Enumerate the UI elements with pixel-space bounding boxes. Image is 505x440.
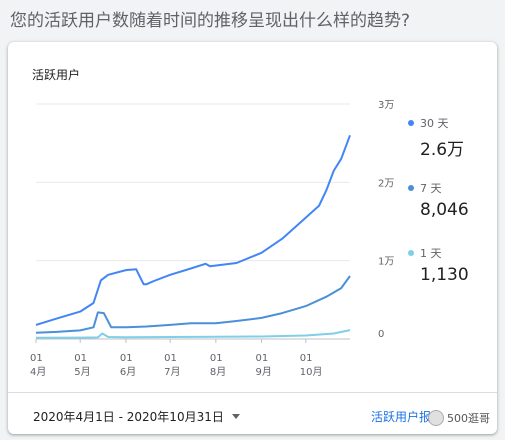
x-tick-month: 10月	[300, 366, 323, 378]
chart-title: 活跃用户	[32, 68, 81, 82]
grid-layer	[36, 103, 350, 340]
legend-item-1d[interactable]: 1 天 1,130	[408, 245, 469, 285]
legend-label-1d: 1 天	[420, 247, 442, 260]
x-tick-day: 01	[300, 353, 313, 364]
series-line-7天	[35, 275, 351, 334]
active-users-chart: 0 1万 2万 3万 01 4月 01 5月 01 6月 01 7月 01 8月 01 9月 01 10月	[30, 100, 394, 378]
legend-label-30d: 30 天	[420, 117, 449, 130]
legend-item-7d[interactable]: 7 天 8,046	[408, 180, 469, 220]
y-tick-label: 1万	[378, 257, 394, 268]
x-tick-day: 01	[210, 353, 223, 364]
x-tick-day: 01	[256, 353, 269, 364]
active-users-report-link[interactable]: 活跃用户报告	[371, 410, 444, 424]
date-range-label: 2020年4月1日 - 2020年10月31日	[33, 410, 224, 424]
legend-dot-7d	[408, 185, 414, 191]
x-tick-day: 01	[74, 353, 87, 364]
series-line-1天	[35, 329, 351, 339]
y-tick-label: 2万	[378, 178, 394, 189]
legend-label-7d: 7 天	[420, 182, 442, 195]
legend-value-7d: 8,046	[420, 200, 469, 220]
x-axis-ticks: 01 4月 01 5月 01 6月 01 7月 01 8月 01 9月 01 10月	[30, 339, 323, 378]
active-users-card: 活跃用户 0 1万 2万 3万 01 4月 01 5月 01 6月 01 7月 01 8月 01 9月 01 1…	[8, 42, 497, 434]
x-tick-month: 8月	[210, 366, 226, 378]
legend-item-30d[interactable]: 30 天 2.6万	[408, 115, 464, 160]
wechat-logo-icon	[428, 410, 444, 426]
x-tick-month: 6月	[120, 366, 136, 378]
x-tick-day: 01	[120, 353, 133, 364]
legend-value-30d: 2.6万	[420, 140, 465, 160]
date-range-selector[interactable]: 2020年4月1日 - 2020年10月31日	[33, 408, 240, 425]
y-tick-label: 0	[378, 329, 384, 340]
legend-value-1d: 1,130	[420, 265, 469, 285]
x-tick-month: 5月	[74, 366, 90, 378]
x-tick-month: 4月	[30, 366, 46, 378]
x-tick-day: 01	[164, 353, 177, 364]
question-heading: 您的活跃用户数随着时间的推移呈现出什么样的趋势?	[10, 11, 411, 31]
y-tick-label: 3万	[378, 100, 394, 111]
legend-dot-30d	[408, 120, 414, 126]
legend-dot-1d	[408, 250, 414, 256]
x-tick-day: 01	[30, 353, 43, 364]
series-layer	[35, 134, 351, 339]
watermark-text: 500逛哥	[447, 412, 490, 425]
series-line-30天	[35, 134, 351, 326]
caret-down-icon	[231, 414, 240, 419]
watermark: 500逛哥	[428, 410, 490, 426]
x-tick-month: 7月	[164, 366, 180, 378]
card-divider	[8, 392, 497, 393]
y-axis-ticks: 0 1万 2万 3万	[378, 100, 394, 340]
x-tick-month: 9月	[256, 366, 272, 378]
